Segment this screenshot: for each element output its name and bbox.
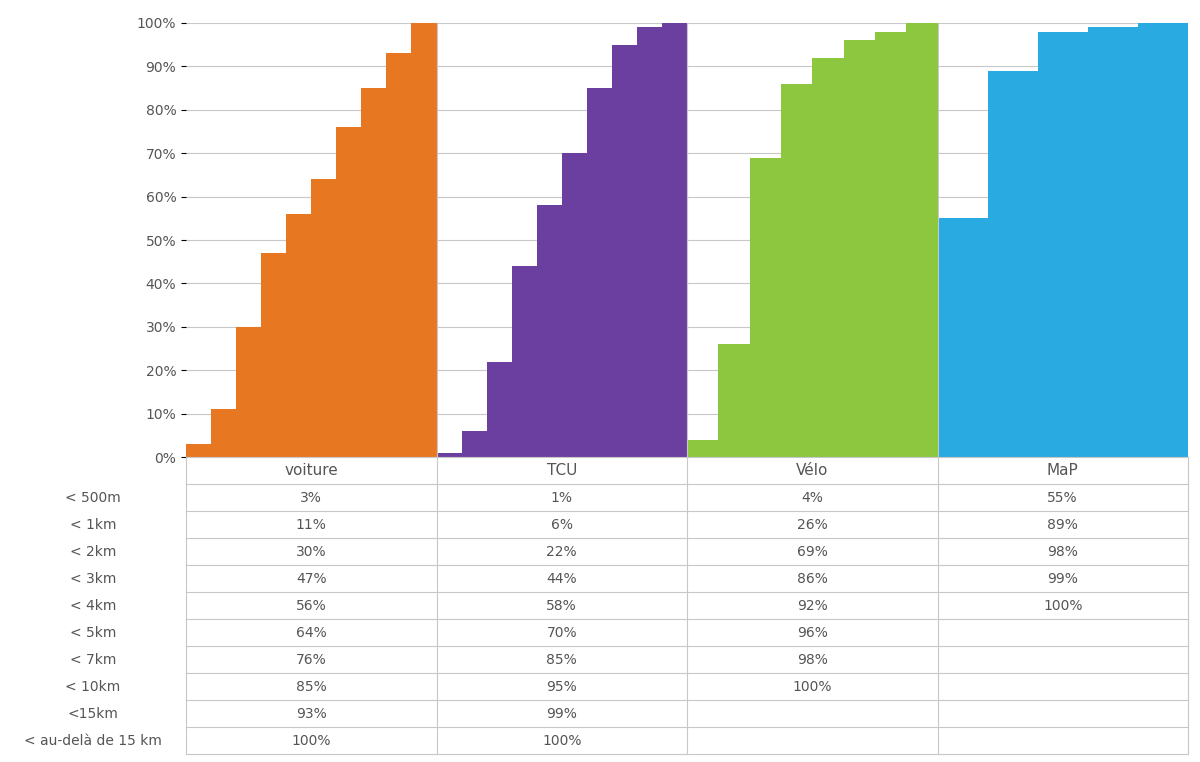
Bar xyxy=(462,431,487,457)
Text: 11%: 11% xyxy=(296,517,326,532)
Text: 92%: 92% xyxy=(797,599,828,613)
Text: 22%: 22% xyxy=(546,545,577,559)
Text: 76%: 76% xyxy=(296,653,326,667)
Bar xyxy=(437,453,462,457)
Text: MaP: MaP xyxy=(1046,463,1079,479)
Text: 85%: 85% xyxy=(546,653,577,667)
Text: 4%: 4% xyxy=(802,491,823,504)
Bar xyxy=(236,327,262,457)
Text: 100%: 100% xyxy=(292,734,331,748)
Bar xyxy=(336,127,361,457)
Bar xyxy=(587,88,612,457)
Text: 47%: 47% xyxy=(296,572,326,586)
Text: 100%: 100% xyxy=(792,680,832,694)
Text: 96%: 96% xyxy=(797,626,828,640)
Bar xyxy=(686,440,719,457)
Text: 69%: 69% xyxy=(797,545,828,559)
Text: 99%: 99% xyxy=(546,707,577,721)
Bar xyxy=(875,31,906,457)
Text: Vélo: Vélo xyxy=(796,463,828,479)
Bar xyxy=(287,214,311,457)
Text: 99%: 99% xyxy=(1048,572,1078,586)
Text: < 10km: < 10km xyxy=(65,680,121,694)
Bar xyxy=(412,23,437,457)
Text: < 1km: < 1km xyxy=(70,517,116,532)
Text: < 500m: < 500m xyxy=(65,491,121,504)
Bar xyxy=(1138,23,1188,457)
Text: < au-delà de 15 km: < au-delà de 15 km xyxy=(24,734,162,748)
Text: voiture: voiture xyxy=(284,463,338,479)
Text: 1%: 1% xyxy=(551,491,572,504)
Text: 55%: 55% xyxy=(1048,491,1078,504)
Bar xyxy=(211,409,236,457)
Text: 100%: 100% xyxy=(1043,599,1082,613)
Bar xyxy=(719,344,750,457)
Text: 64%: 64% xyxy=(296,626,326,640)
Text: < 2km: < 2km xyxy=(70,545,116,559)
Bar xyxy=(781,84,812,457)
Bar xyxy=(937,218,988,457)
Bar xyxy=(844,40,875,457)
Text: < 4km: < 4km xyxy=(70,599,116,613)
Text: 89%: 89% xyxy=(1048,517,1078,532)
Text: 98%: 98% xyxy=(1048,545,1078,559)
Text: < 5km: < 5km xyxy=(70,626,116,640)
Text: 3%: 3% xyxy=(300,491,322,504)
Text: 44%: 44% xyxy=(546,572,577,586)
Text: 6%: 6% xyxy=(551,517,572,532)
Text: 86%: 86% xyxy=(797,572,828,586)
Bar xyxy=(662,23,688,457)
Bar xyxy=(262,253,287,457)
Bar xyxy=(1038,31,1087,457)
Text: < 3km: < 3km xyxy=(70,572,116,586)
Bar xyxy=(186,444,211,457)
Text: 56%: 56% xyxy=(296,599,326,613)
Bar xyxy=(906,23,937,457)
Bar xyxy=(1088,27,1138,457)
Bar xyxy=(637,27,662,457)
Text: 98%: 98% xyxy=(797,653,828,667)
Bar xyxy=(812,58,844,457)
Text: 95%: 95% xyxy=(546,680,577,694)
Text: 30%: 30% xyxy=(296,545,326,559)
Text: 58%: 58% xyxy=(546,599,577,613)
Bar xyxy=(750,158,781,457)
Bar xyxy=(988,71,1038,457)
Bar xyxy=(562,153,587,457)
Bar xyxy=(311,179,336,457)
Text: 26%: 26% xyxy=(797,517,828,532)
Text: < 7km: < 7km xyxy=(70,653,116,667)
Text: 70%: 70% xyxy=(546,626,577,640)
Bar xyxy=(612,44,637,457)
Text: 85%: 85% xyxy=(296,680,326,694)
Text: <15km: <15km xyxy=(67,707,119,721)
Text: 93%: 93% xyxy=(296,707,326,721)
Bar xyxy=(511,266,536,457)
Bar xyxy=(536,205,562,457)
Bar xyxy=(487,362,511,457)
Bar xyxy=(386,53,412,457)
Text: 100%: 100% xyxy=(542,734,582,748)
Text: TCU: TCU xyxy=(546,463,577,479)
Bar xyxy=(361,88,386,457)
